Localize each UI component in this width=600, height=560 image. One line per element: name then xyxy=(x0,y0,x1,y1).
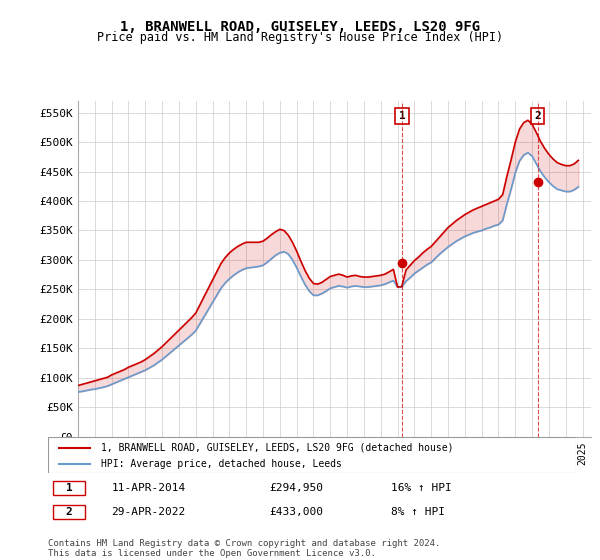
Text: Price paid vs. HM Land Registry's House Price Index (HPI): Price paid vs. HM Land Registry's House … xyxy=(97,31,503,44)
FancyBboxPatch shape xyxy=(53,481,85,494)
Text: 2: 2 xyxy=(535,111,541,121)
Text: 1: 1 xyxy=(399,111,406,121)
Text: 29-APR-2022: 29-APR-2022 xyxy=(112,507,185,517)
Text: 1, BRANWELL ROAD, GUISELEY, LEEDS, LS20 9FG (detached house): 1, BRANWELL ROAD, GUISELEY, LEEDS, LS20 … xyxy=(101,443,454,452)
Text: Contains HM Land Registry data © Crown copyright and database right 2024.
This d: Contains HM Land Registry data © Crown c… xyxy=(48,539,440,558)
Text: 8% ↑ HPI: 8% ↑ HPI xyxy=(391,507,445,517)
Text: 1: 1 xyxy=(66,483,73,493)
Text: £294,950: £294,950 xyxy=(270,483,324,493)
Text: £433,000: £433,000 xyxy=(270,507,324,517)
FancyBboxPatch shape xyxy=(48,437,576,473)
Text: 1, BRANWELL ROAD, GUISELEY, LEEDS, LS20 9FG: 1, BRANWELL ROAD, GUISELEY, LEEDS, LS20 … xyxy=(120,20,480,34)
Text: 11-APR-2014: 11-APR-2014 xyxy=(112,483,185,493)
Text: 16% ↑ HPI: 16% ↑ HPI xyxy=(391,483,452,493)
Text: HPI: Average price, detached house, Leeds: HPI: Average price, detached house, Leed… xyxy=(101,459,341,469)
Text: 2: 2 xyxy=(66,507,73,517)
FancyBboxPatch shape xyxy=(53,505,85,519)
